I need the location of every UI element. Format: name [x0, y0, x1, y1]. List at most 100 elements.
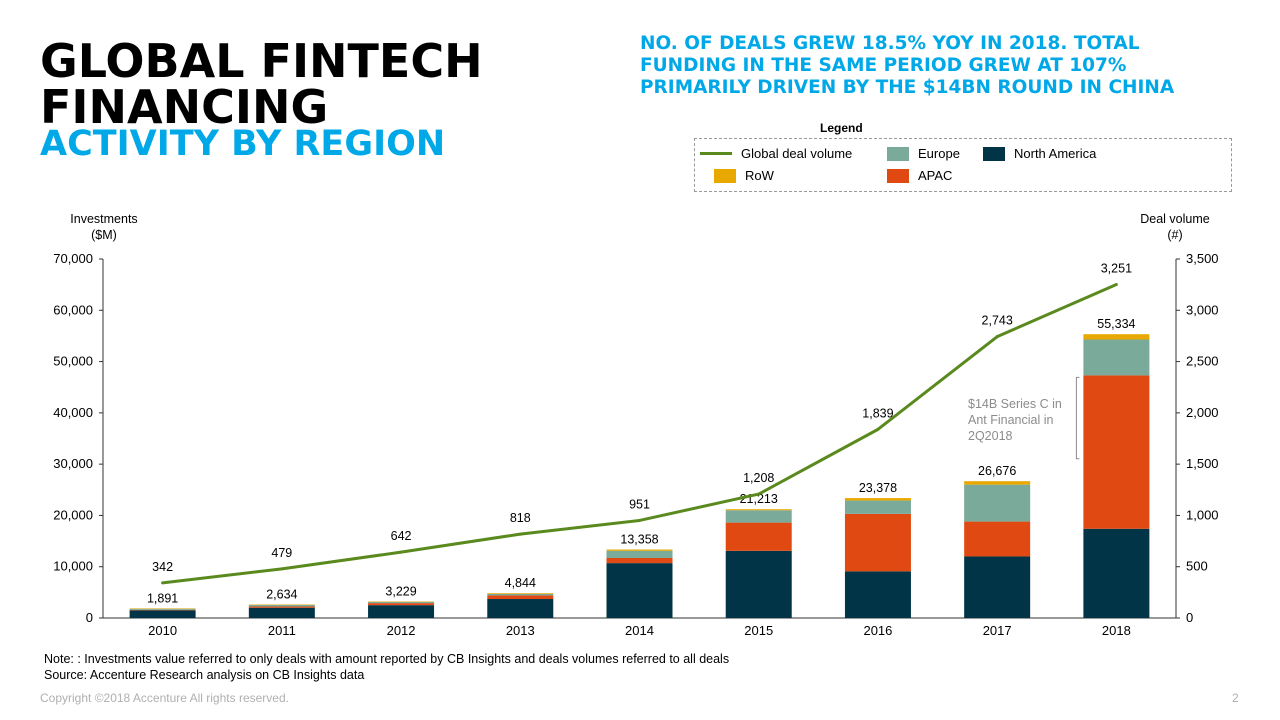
- deal-volume-label-2015: 1,208: [743, 471, 774, 485]
- legend-item-apac: APAC: [887, 168, 952, 183]
- left-tick-label: 50,000: [53, 354, 93, 369]
- bar-europe-2016: [844, 500, 911, 514]
- legend-box: [694, 138, 1232, 192]
- left-tick-label: 20,000: [53, 507, 93, 522]
- bar-apac-2012: [368, 603, 435, 606]
- total-label-2014: 13,358: [620, 532, 658, 546]
- bar-north-america-2013: [487, 599, 554, 618]
- title-line-2: FINANCING: [40, 80, 329, 134]
- total-label-2010: 1,891: [147, 591, 178, 605]
- notes: Note: : Investments value referred to on…: [44, 652, 729, 683]
- headline: NO. OF DEALS GREW 18.5% YOY IN 2018. TOT…: [640, 33, 1175, 98]
- bar-apac-2010: [129, 609, 196, 611]
- bar-apac-2016: [844, 513, 911, 572]
- deal-volume-point-2017: [995, 335, 999, 339]
- copyright: Copyright ©2018 Accenture All rights res…: [40, 691, 289, 705]
- bar-north-america-2018: [1083, 528, 1150, 618]
- legend-swatch-line: [700, 152, 732, 155]
- right-axis-title-line2: (#): [1167, 228, 1183, 242]
- right-tick-label: 3,500: [1186, 251, 1219, 266]
- total-label-2012: 3,229: [385, 584, 416, 598]
- bar-north-america-2010: [129, 610, 196, 618]
- legend-item-global-deal-volume: Global deal volume: [700, 146, 852, 161]
- left-tick-label: 60,000: [53, 302, 93, 317]
- deal-volume-label-2013: 818: [510, 511, 531, 525]
- bar-row-2015: [725, 509, 792, 511]
- left-tick-label: 30,000: [53, 456, 93, 471]
- bar-north-america-2017: [964, 556, 1031, 618]
- right-tick-label: 2,500: [1186, 354, 1219, 369]
- left-tick-label: 0: [86, 610, 93, 625]
- bar-apac-2011: [248, 606, 315, 608]
- bar-europe-2013: [487, 593, 554, 596]
- bar-apac-2017: [964, 521, 1031, 557]
- left-tick-label: 10,000: [53, 559, 93, 574]
- annotation-bracket: [1075, 376, 1080, 460]
- page-number: 2: [1232, 691, 1239, 705]
- annotation-ant-financial: $14B Series C in Ant Financial in 2Q2018: [968, 397, 1062, 443]
- legend-swatch-box: [714, 168, 736, 183]
- x-tick-label-2014: 2014: [625, 623, 654, 638]
- legend-swatch-box: [887, 146, 909, 161]
- x-tick-label-2017: 2017: [983, 623, 1012, 638]
- bar-europe-2017: [964, 484, 1031, 522]
- total-label-2013: 4,844: [505, 576, 536, 590]
- legend-item-europe: Europe: [887, 146, 960, 161]
- bar-europe-2014: [606, 550, 673, 558]
- deal-volume-point-2010: [161, 581, 165, 585]
- legend-swatch-box: [983, 146, 1005, 161]
- bar-north-america-2016: [844, 571, 911, 618]
- bar-north-america-2015: [725, 550, 792, 618]
- legend-label: Europe: [918, 146, 960, 161]
- right-tick-label: 0: [1186, 610, 1193, 625]
- bar-row-2017: [964, 481, 1031, 485]
- total-label-2018: 55,334: [1097, 317, 1135, 331]
- total-label-2011: 2,634: [266, 587, 297, 601]
- deal-volume-point-2014: [638, 518, 641, 522]
- deal-volume-label-2011: 479: [271, 546, 292, 560]
- deal-volume-point-2011: [280, 567, 284, 571]
- right-tick-label: 2,000: [1186, 405, 1219, 420]
- left-axis-title-line1: Investments: [70, 212, 138, 226]
- deal-volume-label-2018: 3,251: [1101, 262, 1132, 276]
- legend-label: APAC: [918, 168, 953, 183]
- deal-volume-label-2014: 951: [629, 497, 650, 511]
- deal-volume-point-2018: [1114, 283, 1118, 287]
- legend-label: RoW: [745, 168, 774, 183]
- legend-title: Legend: [814, 121, 869, 135]
- left-tick-label: 70,000: [53, 251, 93, 266]
- total-label-2016: 23,378: [859, 481, 897, 495]
- left-axis-title: Investments ($M): [52, 211, 156, 243]
- note-line: Note: : Investments value referred to on…: [44, 652, 730, 666]
- x-tick-label-2011: 2011: [268, 623, 296, 638]
- right-axis-title-line1: Deal volume: [1140, 212, 1210, 226]
- x-tick-label-2013: 2013: [506, 623, 535, 638]
- bar-row-2013: [487, 593, 554, 594]
- bar-europe-2011: [248, 604, 315, 607]
- bar-europe-2015: [725, 510, 792, 523]
- bar-north-america-2014: [606, 563, 673, 618]
- deal-volume-label-2017: 2,743: [982, 314, 1013, 328]
- deal-volume-point-2012: [399, 550, 403, 554]
- deal-volume-point-2016: [876, 427, 880, 431]
- x-tick-label-2018: 2018: [1102, 623, 1131, 638]
- legend-item-north-america: North America: [983, 146, 1096, 161]
- bar-north-america-2012: [368, 605, 435, 618]
- total-label-2017: 26,676: [978, 464, 1016, 478]
- deal-volume-label-2010: 342: [152, 560, 173, 574]
- left-axis-title-line2: ($M): [91, 228, 117, 242]
- deal-volume-point-2015: [757, 492, 761, 496]
- right-axis-title: Deal volume (#): [1122, 211, 1228, 243]
- x-tick-label-2015: 2015: [744, 623, 773, 638]
- x-tick-label-2012: 2012: [387, 623, 416, 638]
- x-tick-label-2010: 2010: [148, 623, 177, 638]
- bar-europe-2012: [368, 601, 435, 604]
- legend-label: North America: [1014, 146, 1097, 161]
- page-title: GLOBAL FINTECH FINANCING: [40, 38, 600, 130]
- right-tick-label: 500: [1186, 559, 1208, 574]
- legend-label: Global deal volume: [741, 146, 853, 161]
- right-tick-label: 1,500: [1186, 456, 1219, 471]
- deal-volume-label-2016: 1,839: [862, 406, 893, 420]
- bar-europe-2018: [1083, 339, 1150, 376]
